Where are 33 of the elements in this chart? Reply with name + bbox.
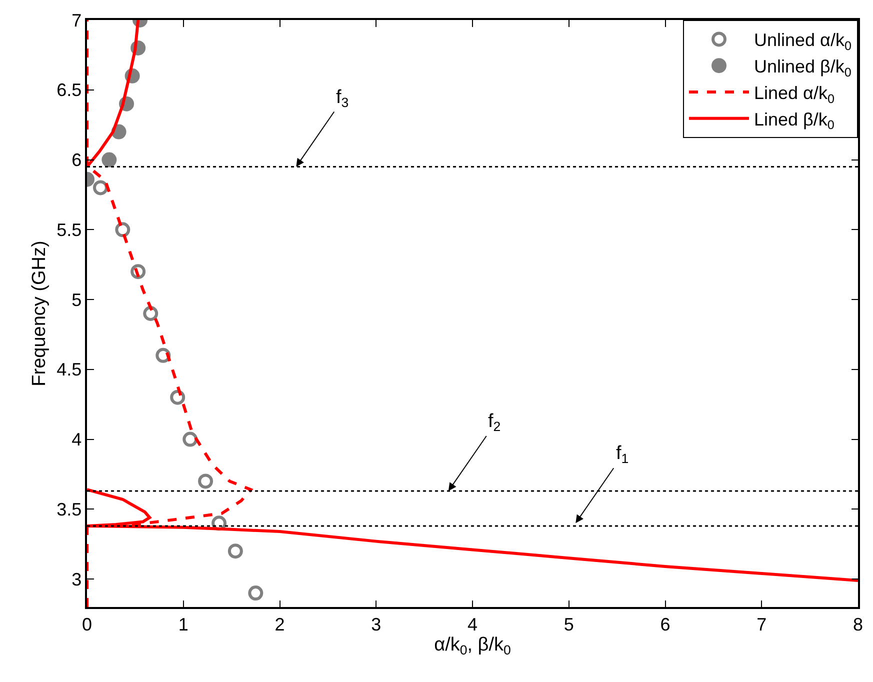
- legend-label: Unlined α/k$_{0}$: [754, 30, 852, 53]
- point: [228, 544, 243, 559]
- y-tick-label: 4: [72, 430, 82, 450]
- y-axis-title: Frequency (GHz): [28, 240, 50, 386]
- x-tick-label: 0: [82, 614, 92, 634]
- y-tick-label: 3.5: [56, 499, 82, 520]
- legend-label: Lined β/k$_{0}$: [754, 109, 834, 132]
- y-tick-label: 7: [72, 10, 82, 30]
- x-tick-label: 3: [371, 614, 382, 634]
- legend-label: Lined α/k$_{0}$: [754, 83, 834, 106]
- x-tick-label: 5: [564, 614, 574, 634]
- point: [130, 264, 146, 280]
- x-tick-label: 4: [467, 614, 478, 634]
- x-axis-title: α/k$_{0}$, β/k$_{0}$: [434, 634, 511, 658]
- x-tick-label: 8: [852, 614, 864, 634]
- legend-label: Unlined β/k$_{0}$: [754, 56, 852, 80]
- point: [102, 152, 117, 168]
- y-tick-label: 3: [72, 569, 82, 590]
- point: [143, 306, 158, 321]
- y-tick-label: 5: [72, 290, 82, 310]
- y-tick-label: 6: [72, 150, 82, 170]
- y-tick-label: 6.5: [56, 80, 82, 100]
- annotation: f$_{3}$: [336, 87, 349, 110]
- point: [198, 474, 214, 489]
- annotation: f$_{2}$: [488, 411, 501, 434]
- x-tick-label: 6: [660, 614, 670, 634]
- x-tick-label: 2: [274, 614, 285, 634]
- point: [248, 586, 264, 601]
- x-tick-label: 1: [178, 614, 188, 634]
- x-tick-label: 7: [756, 614, 767, 634]
- y-tick-label: 5.5: [56, 220, 82, 240]
- y-tick-label: 4.5: [56, 360, 82, 380]
- annotation: f$_{1}$: [616, 443, 629, 466]
